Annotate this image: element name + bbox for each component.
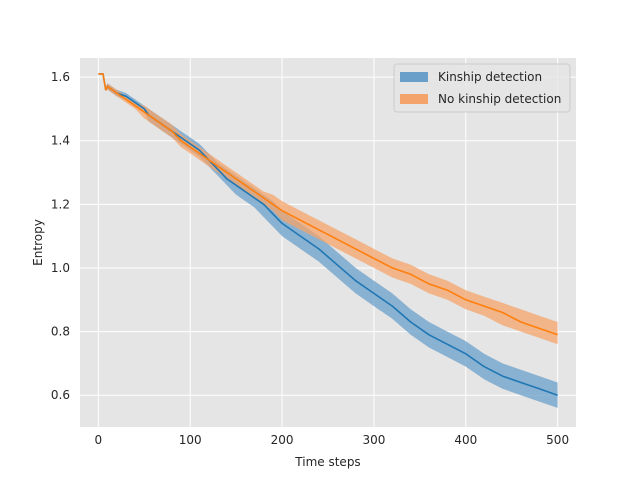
legend-label-no-kinship: No kinship detection [438,92,561,106]
legend-box [393,63,571,113]
x-tick-label: 500 [546,433,569,447]
line-no-kinship [98,73,558,336]
legend-swatch-kinship [400,72,428,82]
y-tick-label: 0.8 [51,325,70,339]
gridlines [80,58,576,427]
x-tick-label: 200 [271,433,294,447]
line-kinship [98,73,558,396]
legend-swatch-no-kinship [400,94,428,104]
x-tick-label: 300 [362,433,385,447]
legend-label-kinship: Kinship detection [438,70,542,84]
y-tick-label: 0.6 [51,388,70,402]
x-axis-label: Time steps [294,455,360,469]
tick-labels: 0 100 200 300 400 500 0.6 0.8 1.0 1.2 1.4 1.6 [51,70,569,447]
y-tick-label: 1.4 [51,134,70,148]
series-lines [98,73,558,396]
y-tick-label: 1.2 [51,197,70,211]
legend: Kinship detection No kinship detection [393,63,571,113]
y-tick-label: 1.6 [51,70,70,84]
x-tick-label: 100 [179,433,202,447]
x-tick-label: 0 [95,433,103,447]
y-tick-label: 1.0 [51,261,70,275]
x-tick-label: 400 [454,433,477,447]
y-axis-label: Entropy [31,219,45,266]
